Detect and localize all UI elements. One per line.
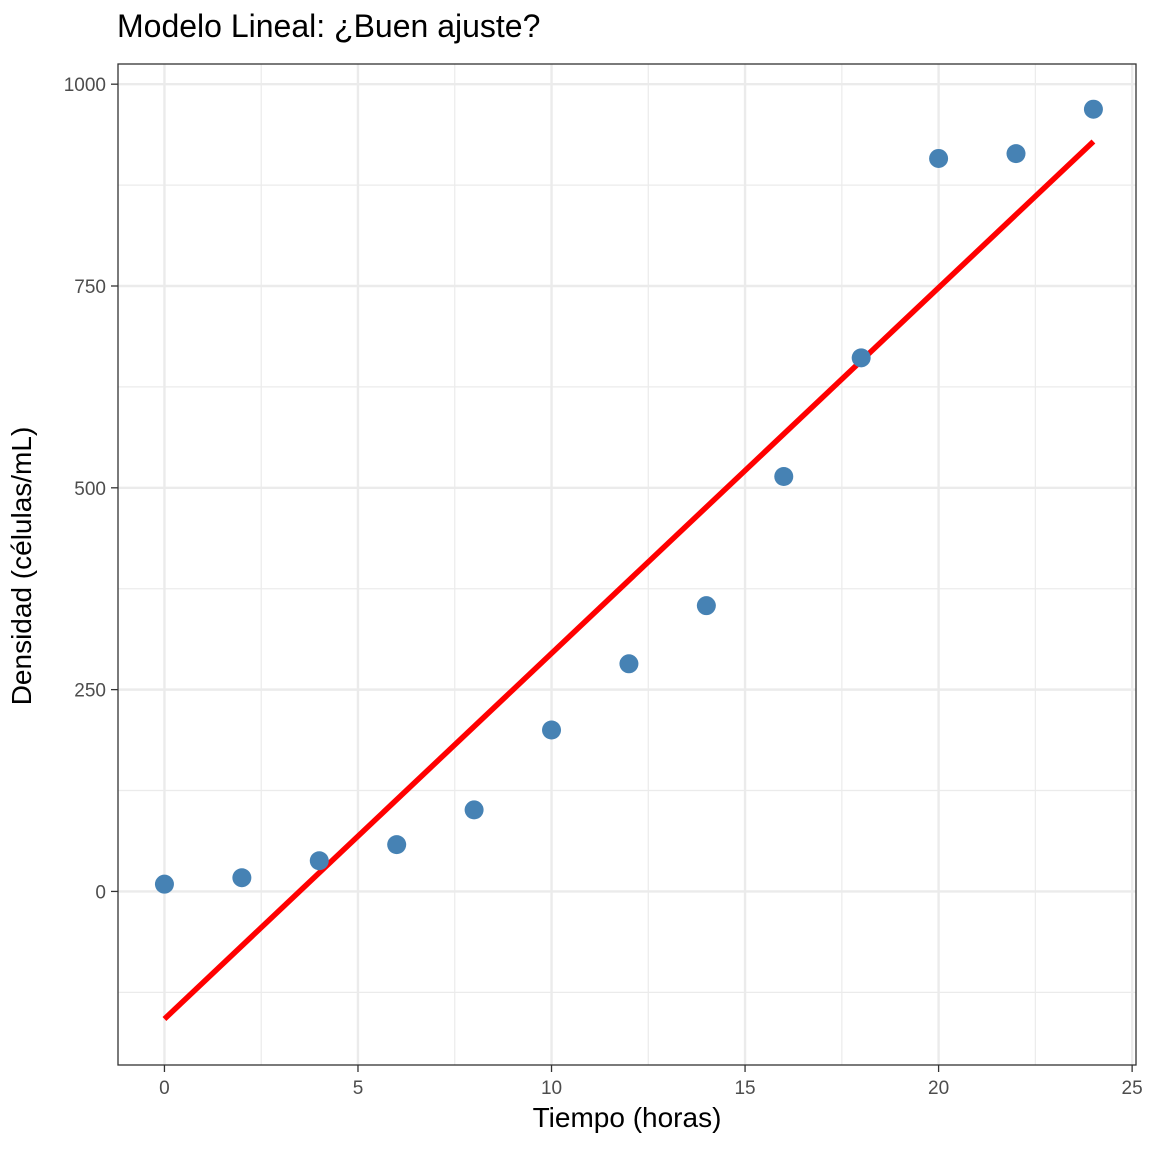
y-axis-label: Densidad (células/mL) xyxy=(6,426,37,706)
panel-border xyxy=(117,63,1137,1066)
scatter-points xyxy=(154,99,1103,894)
data-point xyxy=(851,348,871,368)
data-point xyxy=(309,851,329,871)
x-tick-label: 10 xyxy=(541,1078,562,1099)
data-point xyxy=(387,835,407,855)
y-tick-label: 750 xyxy=(74,277,106,298)
x-axis-label: Tiempo (horas) xyxy=(532,1102,722,1133)
data-point xyxy=(232,868,252,888)
data-point xyxy=(1006,144,1026,164)
data-point xyxy=(619,654,639,674)
data-point xyxy=(1083,99,1103,119)
fit-line xyxy=(162,139,1096,1021)
data-point xyxy=(774,467,794,487)
grid-lines xyxy=(118,64,1136,1065)
data-point xyxy=(696,596,716,616)
y-tick-label: 1000 xyxy=(64,75,106,96)
y-tick-label: 250 xyxy=(74,681,106,702)
data-point xyxy=(542,720,562,740)
x-tick-label: 0 xyxy=(159,1078,170,1099)
x-tick-label: 15 xyxy=(734,1078,755,1099)
data-point xyxy=(464,800,484,820)
x-tick-label: 5 xyxy=(353,1078,364,1099)
plot-panel xyxy=(118,64,1136,1065)
data-point xyxy=(154,874,174,894)
y-tick-label: 500 xyxy=(74,479,106,500)
x-tick-label: 25 xyxy=(1122,1078,1143,1099)
x-tick-label: 20 xyxy=(928,1078,949,1099)
y-tick-label: 0 xyxy=(95,882,106,903)
data-point xyxy=(929,148,949,168)
chart-title: Modelo Lineal: ¿Buen ajuste? xyxy=(117,8,541,44)
